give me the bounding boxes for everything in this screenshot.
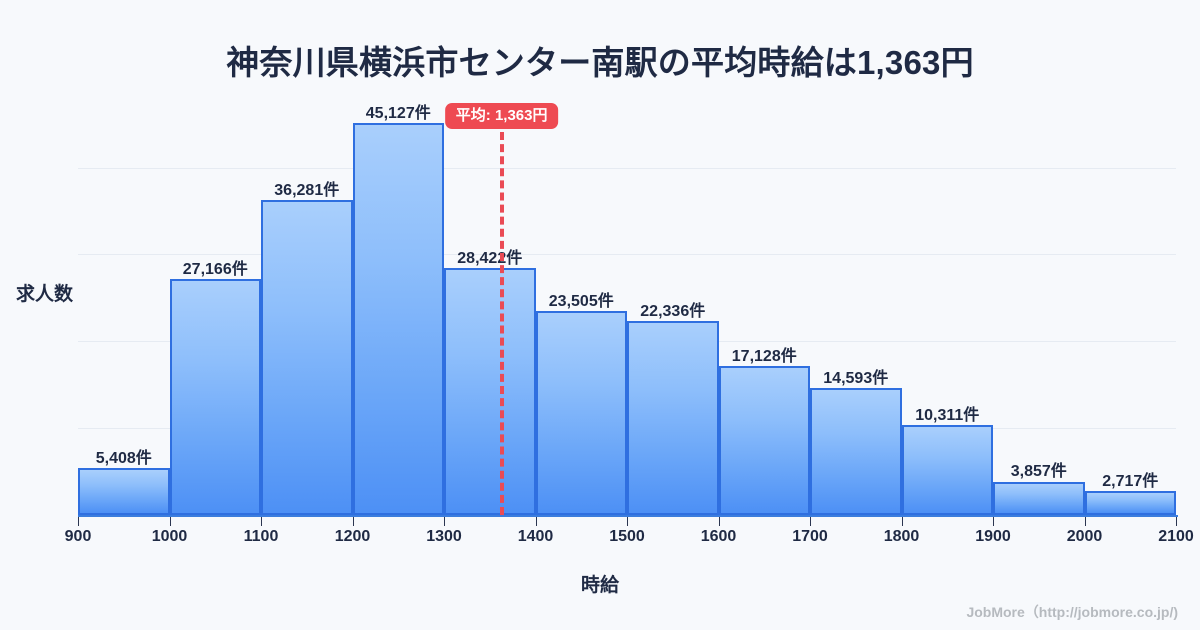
gridline bbox=[78, 254, 1176, 256]
bar-value-label: 22,336件 bbox=[640, 302, 706, 320]
bar[interactable] bbox=[810, 388, 902, 515]
x-tick-label: 2100 bbox=[1158, 528, 1194, 545]
bar-value-label: 36,281件 bbox=[274, 181, 340, 199]
x-axis-title: 時給 bbox=[580, 575, 619, 596]
x-tick bbox=[718, 517, 720, 526]
x-tick bbox=[901, 517, 903, 526]
bar-value-label: 5,408件 bbox=[95, 450, 152, 468]
bar-value-label: 27,166件 bbox=[182, 260, 248, 278]
x-tick-label: 900 bbox=[64, 528, 92, 545]
x-tick bbox=[1176, 517, 1177, 526]
bar[interactable] bbox=[535, 310, 627, 515]
x-tick bbox=[78, 517, 79, 526]
bar-value-label: 23,505件 bbox=[548, 292, 614, 310]
bar[interactable] bbox=[444, 268, 536, 515]
y-axis-title: 求人数 bbox=[16, 284, 74, 305]
x-tick-label: 1200 bbox=[334, 528, 371, 545]
x-tick bbox=[1084, 517, 1086, 526]
x-tick-label: 1900 bbox=[975, 528, 1011, 545]
x-tick-label: 1500 bbox=[609, 528, 645, 545]
x-tick bbox=[169, 517, 171, 526]
x-tick bbox=[352, 517, 354, 526]
x-tick-label: 1700 bbox=[792, 528, 828, 545]
source-credit: JobMore（http://jobmore.co.jp/) bbox=[966, 604, 1178, 620]
x-tick-label: 1400 bbox=[517, 528, 554, 545]
bar-value-label: 45,127件 bbox=[365, 104, 431, 122]
x-tick-label: 1300 bbox=[426, 528, 462, 545]
bar-value-label: 3,857件 bbox=[1010, 463, 1067, 481]
bar[interactable] bbox=[718, 366, 810, 515]
bar[interactable] bbox=[993, 481, 1085, 515]
x-tick-label: 2000 bbox=[1066, 528, 1103, 545]
bar[interactable] bbox=[261, 199, 353, 515]
bar-value-label: 2,717件 bbox=[1102, 473, 1159, 491]
x-tick-label: 1100 bbox=[243, 528, 279, 545]
bar[interactable] bbox=[1084, 491, 1176, 515]
x-tick bbox=[810, 517, 811, 526]
bar-value-label: 10,311件 bbox=[915, 407, 980, 425]
x-tick-label: 1600 bbox=[700, 528, 737, 545]
x-axis-line bbox=[78, 515, 1178, 517]
x-tick-label: 1000 bbox=[151, 528, 188, 545]
x-tick bbox=[993, 517, 994, 526]
x-tick bbox=[627, 517, 628, 526]
bar[interactable] bbox=[169, 279, 261, 515]
average-line bbox=[499, 132, 504, 515]
x-tick-label: 1800 bbox=[883, 528, 920, 545]
bar[interactable] bbox=[78, 468, 170, 515]
bar[interactable] bbox=[901, 425, 993, 515]
bar[interactable] bbox=[352, 122, 444, 515]
page-title: 神奈川県横浜市センター南駅の平均時給は1,363円 bbox=[226, 44, 974, 81]
bar[interactable] bbox=[627, 320, 719, 515]
bar-value-label: 14,593件 bbox=[823, 370, 889, 388]
x-tick bbox=[535, 517, 537, 526]
gridline bbox=[78, 167, 1176, 169]
bar-value-label: 28,422件 bbox=[457, 250, 523, 268]
x-tick bbox=[261, 517, 262, 526]
bar-value-label: 17,128件 bbox=[731, 348, 797, 366]
average-badge: 平均: 1,363円 bbox=[444, 103, 559, 129]
x-tick bbox=[444, 517, 445, 526]
